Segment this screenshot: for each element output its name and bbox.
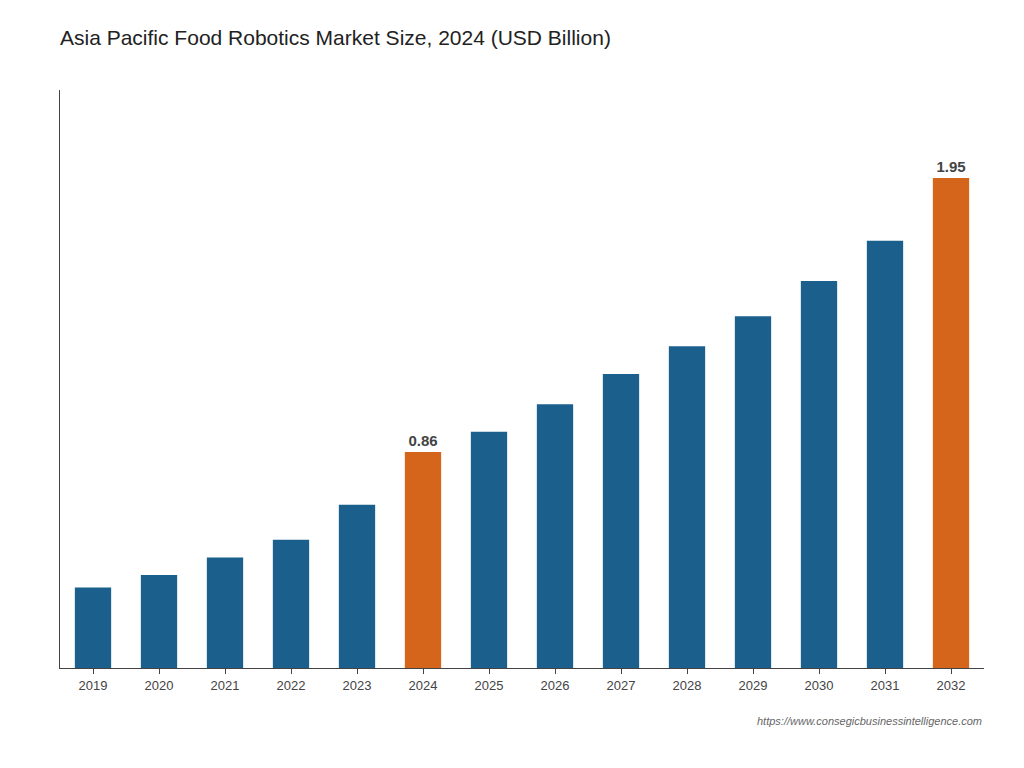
- svg-text:2024: 2024: [409, 678, 438, 693]
- svg-text:2019: 2019: [79, 678, 108, 693]
- svg-text:2032: 2032: [937, 678, 966, 693]
- svg-text:2028: 2028: [673, 678, 702, 693]
- svg-text:2021: 2021: [211, 678, 240, 693]
- svg-text:https://www.consegicbusinessin: https://www.consegicbusinessintelligence…: [757, 715, 982, 727]
- svg-text:2022: 2022: [277, 678, 306, 693]
- svg-text:2031: 2031: [871, 678, 900, 693]
- svg-text:Asia Pacific Food Robotics Mar: Asia Pacific Food Robotics Market Size, …: [60, 26, 611, 49]
- svg-text:1.95: 1.95: [936, 158, 965, 175]
- svg-text:2020: 2020: [145, 678, 174, 693]
- svg-text:0.86: 0.86: [408, 432, 437, 449]
- svg-text:2027: 2027: [607, 678, 636, 693]
- svg-text:2023: 2023: [343, 678, 372, 693]
- svg-text:2029: 2029: [739, 678, 768, 693]
- svg-text:2026: 2026: [541, 678, 570, 693]
- svg-text:2025: 2025: [475, 678, 504, 693]
- svg-text:2030: 2030: [805, 678, 834, 693]
